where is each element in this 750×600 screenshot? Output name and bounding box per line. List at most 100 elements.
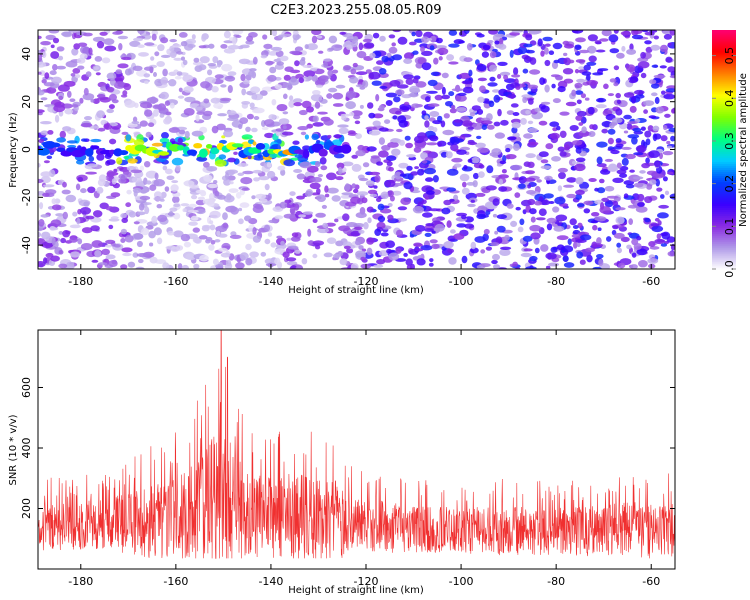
spectrogram-cell <box>120 228 127 235</box>
spectrogram-cell <box>576 110 587 117</box>
spectrogram-cell <box>387 214 394 221</box>
spectrogram-cell <box>144 80 149 85</box>
spectrogram-cell <box>67 90 72 98</box>
spectrogram-cell <box>384 119 391 124</box>
spectrogram-cell <box>456 107 467 112</box>
spectrogram-cell <box>467 203 476 208</box>
spectrogram-cell <box>353 226 363 230</box>
spectrogram-cell <box>212 258 219 266</box>
spectrogram-cell <box>188 203 197 208</box>
spectrogram-cell <box>476 135 482 140</box>
spectrogram-cell <box>92 98 100 104</box>
colorbar-tick-label: 0.2 <box>723 175 736 193</box>
spectrogram-cell <box>151 33 157 41</box>
spectrogram-cell <box>106 159 116 166</box>
spectrogram-cell <box>97 262 108 266</box>
spectrogram-cell <box>566 193 577 199</box>
spectrogram-cell <box>403 181 413 190</box>
spectrogram-cell <box>183 241 191 248</box>
spectrogram-cell <box>46 155 53 160</box>
spectrogram-cell <box>623 92 635 98</box>
spectrogram-cell <box>379 35 386 42</box>
colorbar-strip <box>712 233 736 236</box>
spectrogram-cell <box>424 228 434 232</box>
spectrogram-cell <box>546 217 557 224</box>
spectrogram-cell <box>540 50 545 57</box>
spectrogram-cell <box>421 36 430 43</box>
colorbar-strip <box>712 43 736 47</box>
spectrogram-cell <box>110 192 121 198</box>
spectrogram-cell <box>162 165 168 171</box>
spectrogram-cell <box>304 44 309 50</box>
spectrogram-cell <box>216 230 221 236</box>
spectrogram-cell <box>214 159 227 167</box>
snr-xtick-label: -100 <box>449 575 474 588</box>
spectrogram-cell <box>300 131 307 136</box>
spectrogram-cell <box>529 224 542 232</box>
spectrogram-cell <box>485 185 497 191</box>
spectrogram-cell <box>663 124 668 131</box>
colorbar-strip <box>712 143 736 147</box>
spectrogram-cell <box>549 121 560 127</box>
spectrogram-cell <box>399 103 412 111</box>
spectrogram-cell <box>362 38 372 43</box>
spectrogram-cell <box>270 242 277 248</box>
spectrogram-cell <box>539 77 546 85</box>
spectrogram-cell <box>207 183 219 189</box>
spectrogram-cell <box>530 232 541 240</box>
spectrogram-cell <box>421 160 428 164</box>
spectrogram-cell <box>481 206 489 210</box>
spectrogram-cell <box>621 45 626 52</box>
spectrogram-cell <box>74 74 81 79</box>
spectrogram-cell <box>299 58 306 66</box>
spectrogram-cell <box>217 194 226 200</box>
spectrogram-band-cell <box>90 145 100 150</box>
spectrogram-cell <box>157 44 165 52</box>
colorbar-strip <box>712 139 736 143</box>
spectrogram-cell <box>425 96 431 103</box>
spectrogram-cell <box>397 36 408 45</box>
spectrogram-cell <box>559 130 567 138</box>
spectrogram-cell <box>335 176 344 181</box>
spectrogram-cell <box>331 69 339 74</box>
spectrogram-ylabel: Frequency (Hz) <box>8 112 19 188</box>
spectrogram-cell <box>40 41 51 46</box>
spectrogram-cell <box>353 115 361 120</box>
spectrogram-cell <box>145 131 152 138</box>
spectrogram-cell <box>616 169 627 175</box>
spectrogram-cell <box>160 76 169 85</box>
spectrogram-cell <box>131 120 140 125</box>
spectrogram-cell <box>260 54 268 59</box>
snr-ytick-label: 600 <box>20 377 33 398</box>
colorbar-strip <box>712 263 736 266</box>
spectrogram-cell <box>637 202 645 207</box>
colorbar-strip <box>712 239 736 242</box>
spectrogram-cell <box>200 81 211 89</box>
spectrogram-cell <box>346 36 358 42</box>
spectrogram-cell <box>97 127 106 132</box>
spectrogram-cell <box>646 183 653 190</box>
spectrogram-cell <box>637 61 650 69</box>
spectrogram-cell <box>428 262 434 267</box>
spectrogram-cell <box>398 162 409 169</box>
spectrogram-cell <box>62 126 72 132</box>
spectrogram-cell <box>77 65 85 70</box>
spectrogram-cell <box>544 59 551 67</box>
spectrogram-cell <box>607 137 614 145</box>
spectrogram-cell <box>327 134 332 139</box>
spectrogram-cell <box>60 237 66 244</box>
spectrogram-cell <box>634 89 645 95</box>
spectrogram-cell <box>328 35 338 44</box>
spectrogram-cell <box>527 98 534 105</box>
colorbar-strip <box>712 117 736 121</box>
spectrogram-cell <box>448 43 460 48</box>
colorbar-strip <box>712 137 736 141</box>
spectrogram-cell <box>536 179 542 183</box>
spectrogram-cells <box>38 30 675 269</box>
spectrogram-cell <box>563 43 575 49</box>
spectrogram-cell <box>417 57 427 65</box>
spectrogram-cell <box>153 227 162 236</box>
spectrogram-cell <box>599 38 609 42</box>
spectrogram-cell <box>543 193 554 199</box>
spectrogram-cell <box>220 252 231 258</box>
